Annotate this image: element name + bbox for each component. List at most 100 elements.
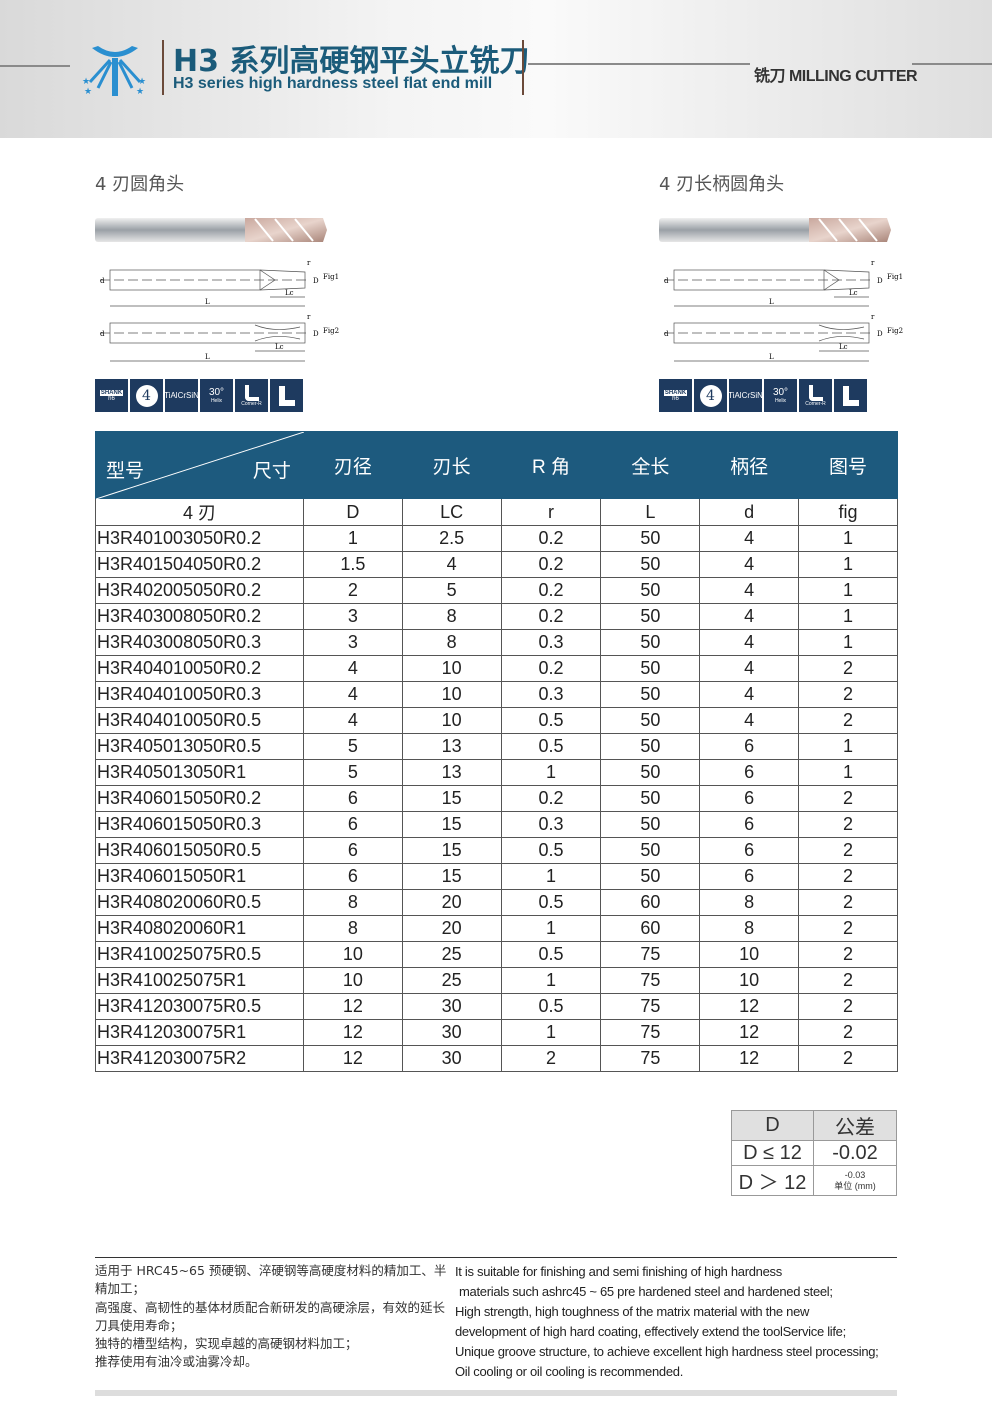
product-drawing: d D L Lc r Fig1 d D L Lc r Fig2: [95, 215, 340, 365]
divider: [912, 63, 992, 65]
model-cell: H3R410025075R1: [95, 967, 304, 994]
model-cell: H3R412030075R0.5: [95, 993, 304, 1020]
model-cell: H3R408020060R0.5: [95, 889, 304, 916]
value-cell: 50: [600, 681, 701, 708]
dim-d: d: [100, 330, 105, 338]
description-line: 推荐使用有油冷或油雾冷却。: [95, 1354, 258, 1370]
subheader-cell: LC: [401, 498, 502, 526]
value-cell: 1: [798, 603, 898, 630]
model-cell: H3R405013050R0.5: [95, 733, 304, 760]
table-row: H3R405013050R1 5 13 1 50 6 1: [95, 759, 898, 786]
tol-cell: -0.02: [813, 1140, 897, 1166]
value-cell: 1: [500, 967, 602, 994]
square-end-badge: [834, 379, 867, 412]
table-row: H3R401003050R0.2 1 2.5 0.2 50 4 1: [95, 525, 898, 552]
value-cell: 15: [401, 837, 502, 864]
value-cell: 10: [401, 681, 502, 708]
value-cell: 0.2: [500, 551, 602, 578]
model-cell: H3R401504050R0.2: [95, 551, 304, 578]
value-cell: 1.5: [302, 551, 403, 578]
tool-flute-photo: [245, 218, 327, 242]
subheader-cell: D: [302, 498, 403, 526]
value-cell: 50: [600, 733, 701, 760]
tol-header: 公差: [813, 1110, 897, 1141]
product-drawing: d D L Lc r Fig1 d D L Lc r Fig2: [659, 215, 904, 365]
dim-D: D: [877, 277, 883, 285]
col-header: 刃径: [302, 431, 403, 499]
value-cell: 2: [798, 837, 898, 864]
product-label: 4 刃长柄圆角头: [659, 174, 785, 195]
model-header: 型号: [106, 461, 145, 482]
divider: [528, 63, 750, 65]
value-cell: 1: [798, 759, 898, 786]
dim-L: L: [205, 298, 210, 306]
value-cell: 2: [798, 1045, 898, 1072]
value-cell: 6: [302, 785, 403, 812]
model-cell: H3R404010050R0.5: [95, 707, 304, 734]
col-header: 柄径: [699, 431, 800, 499]
value-cell: 50: [600, 603, 701, 630]
value-cell: 0.2: [500, 525, 602, 552]
value-cell: 50: [600, 837, 701, 864]
model-cell: H3R412030075R1: [95, 1019, 304, 1046]
product-label: 4 刃圆角头: [95, 174, 185, 195]
value-cell: 75: [600, 1045, 701, 1072]
table-row: H3R412030075R2 12 30 2 75 12 2: [95, 1045, 898, 1072]
model-cell: H3R401003050R0.2: [95, 525, 304, 552]
value-cell: 2: [798, 785, 898, 812]
value-cell: 2: [798, 863, 898, 890]
table-row: H3R403008050R0.3 3 8 0.3 50 4 1: [95, 629, 898, 656]
value-cell: 2.5: [401, 525, 502, 552]
value-cell: 0.5: [500, 941, 602, 968]
value-cell: 2: [798, 811, 898, 838]
shank-h6-badge: SHANK h6: [95, 379, 128, 412]
value-cell: 50: [600, 707, 701, 734]
coating-badge: TiAlCrSiN: [728, 379, 763, 412]
value-cell: 3: [302, 603, 403, 630]
value-cell: 30: [401, 993, 502, 1020]
value-cell: 0.2: [500, 785, 602, 812]
helix-badge: 30° Helix: [200, 379, 233, 412]
value-cell: 50: [600, 525, 701, 552]
tol-cell: D ≤ 12: [731, 1140, 814, 1166]
value-cell: 1: [500, 863, 602, 890]
table-row: H3R406015050R0.2 6 15 0.2 50 6 2: [95, 785, 898, 812]
value-cell: 5: [302, 733, 403, 760]
model-cell: H3R402005050R0.2: [95, 577, 304, 604]
table-row: H3R410025075R0.5 10 25 0.5 75 10 2: [95, 941, 898, 968]
tol-value: -0.03: [844, 1169, 866, 1180]
value-cell: 0.3: [500, 681, 602, 708]
value-cell: 75: [600, 993, 701, 1020]
model-cell: H3R405013050R1: [95, 759, 304, 786]
value-cell: 5: [401, 577, 502, 604]
value-cell: 2: [798, 889, 898, 916]
feature-badges: SHANK h6 4 TiAlCrSiN 30° Helix Corner-R: [95, 379, 303, 412]
value-cell: 20: [401, 915, 502, 942]
value-cell: 30: [401, 1019, 502, 1046]
value-cell: 12: [302, 993, 403, 1020]
value-cell: 2: [500, 1045, 602, 1072]
value-cell: 2: [798, 1019, 898, 1046]
value-cell: 8: [302, 915, 403, 942]
value-cell: 50: [600, 811, 701, 838]
dim-L: L: [769, 298, 774, 306]
value-cell: 0.2: [500, 655, 602, 682]
dim-d: d: [664, 277, 669, 285]
value-cell: 50: [600, 577, 701, 604]
four-flute-badge: 4: [130, 379, 163, 412]
col-header: 图号: [798, 431, 898, 499]
dim-D: D: [877, 330, 883, 338]
tool-shank-photo: [659, 218, 811, 242]
value-cell: 1: [798, 551, 898, 578]
svg-text:★: ★: [82, 77, 90, 87]
dim-Lc: Lc: [839, 343, 848, 351]
table-row: H3R404010050R0.3 4 10 0.3 50 4 2: [95, 681, 898, 708]
col-header: R 角: [500, 431, 602, 499]
value-cell: 2: [798, 707, 898, 734]
description-line: 独特的槽型结构，实现卓越的高硬钢材料加工；: [95, 1336, 358, 1352]
dim-D: D: [313, 277, 319, 285]
table-row: H3R405013050R0.5 5 13 0.5 50 6 1: [95, 733, 898, 760]
value-cell: 10: [302, 941, 403, 968]
value-cell: 0.2: [500, 603, 602, 630]
value-cell: 0.5: [500, 889, 602, 916]
